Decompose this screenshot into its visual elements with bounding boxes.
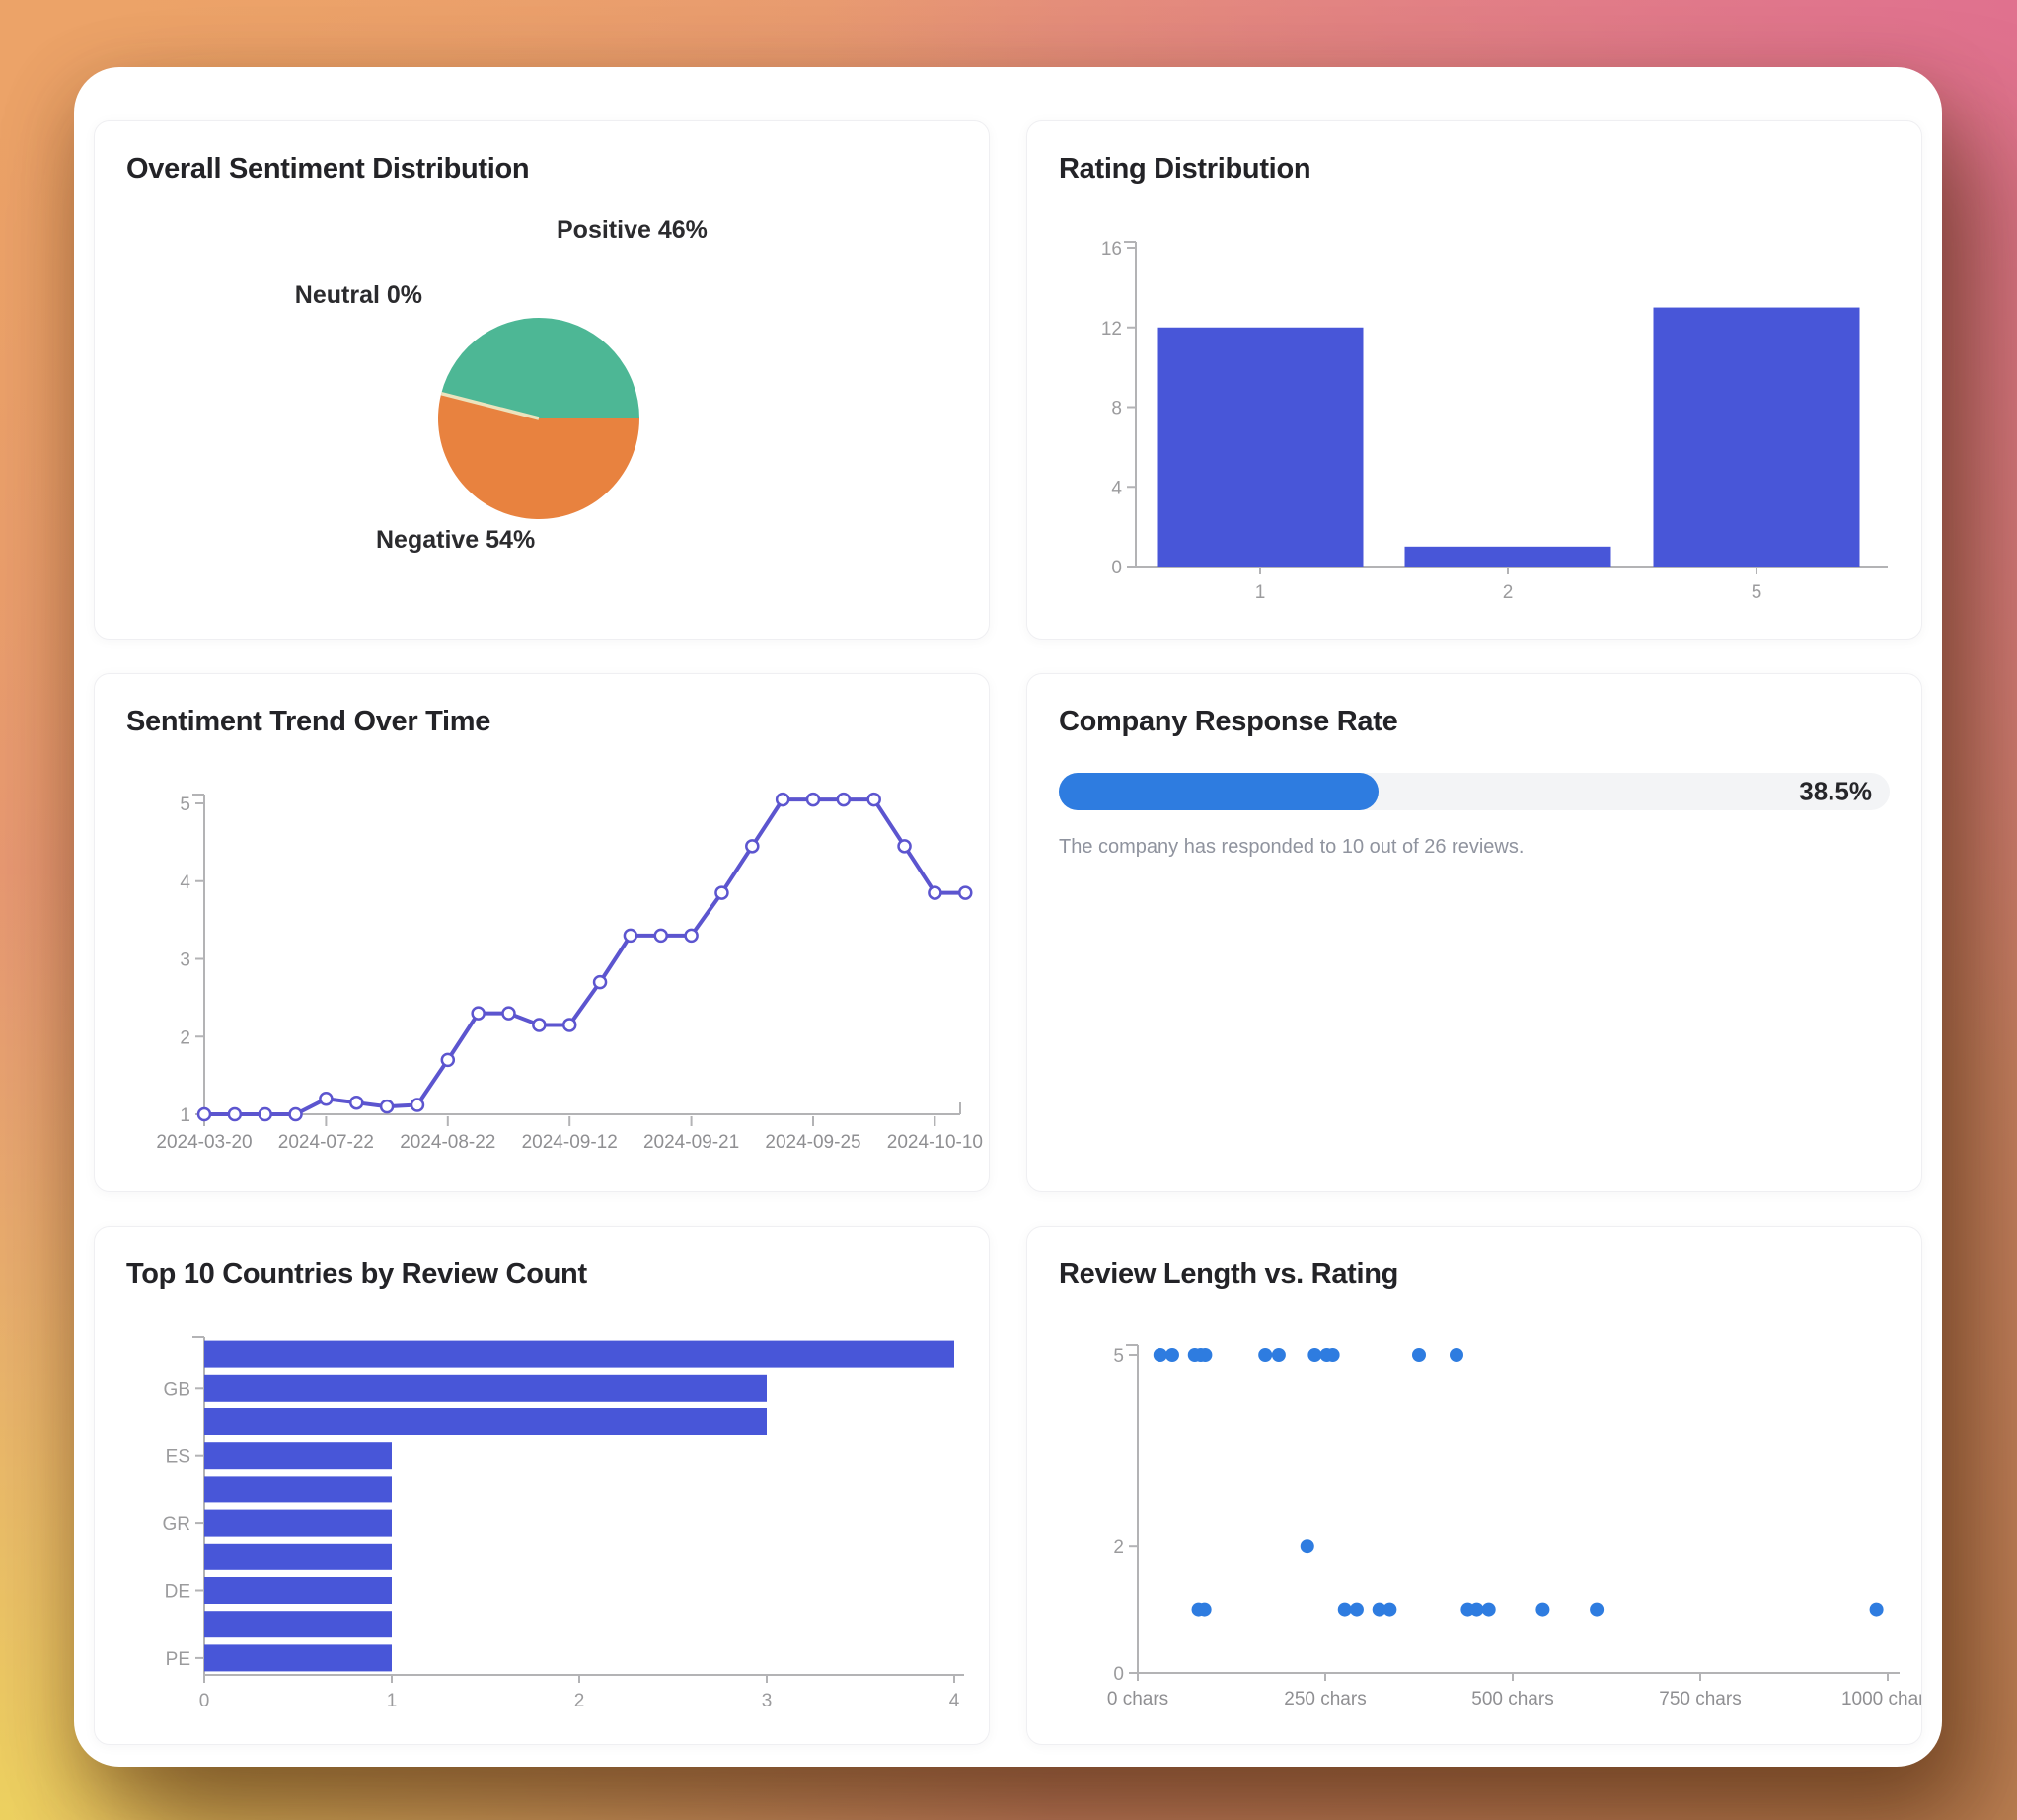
svg-text:0: 0 xyxy=(1111,558,1122,578)
response-rate-description: The company has responded to 10 out of 2… xyxy=(1059,836,1525,858)
svg-text:2: 2 xyxy=(1113,1537,1124,1557)
response-rate-value: 38.5% xyxy=(1799,776,1872,806)
svg-text:2024-03-20: 2024-03-20 xyxy=(156,1132,252,1153)
svg-text:2024-07-22: 2024-07-22 xyxy=(278,1132,374,1153)
svg-text:2024-10-10: 2024-10-10 xyxy=(887,1132,983,1153)
svg-text:2: 2 xyxy=(1503,582,1514,603)
svg-text:1: 1 xyxy=(1255,582,1266,603)
svg-text:1: 1 xyxy=(387,1691,398,1711)
svg-text:0: 0 xyxy=(1113,1664,1124,1685)
axes: 1 2 3 4 5 2024-03-20 2024-07-22 2024-08-22 2024-… xyxy=(156,794,983,1153)
card-sentiment-trend: Sentiment Trend Over Time 1 2 3 4 5 2024-03-2… xyxy=(94,673,990,1192)
bars xyxy=(204,1340,954,1672)
card-title-review-length: Review Length vs. Rating xyxy=(1059,1258,1399,1290)
pie-slices xyxy=(438,317,640,519)
response-rate-progress-fill xyxy=(1059,773,1380,810)
card-rating-distribution: Rating Distribution 0 4 8 12 16 1 2 5 xyxy=(1026,120,1922,640)
bars xyxy=(1157,307,1860,567)
card-title-sentiment-trend: Sentiment Trend Over Time xyxy=(126,706,491,737)
svg-text:Positive 46%: Positive 46% xyxy=(557,216,708,244)
card-top-countries: Top 10 Countries by Review Count 0 1 2 3 4 GB… xyxy=(94,1226,990,1745)
card-overall-sentiment-distribution: Overall Sentiment Distribution Positive … xyxy=(94,120,990,640)
line-series xyxy=(196,792,973,1122)
card-company-response-rate: Company Response Rate 38.5% The company … xyxy=(1026,673,1922,1192)
card-title-top-countries: Top 10 Countries by Review Count xyxy=(126,1258,587,1290)
svg-text:2024-09-21: 2024-09-21 xyxy=(643,1132,739,1153)
card-title-rating-distribution: Rating Distribution xyxy=(1059,153,1311,185)
svg-text:3: 3 xyxy=(180,950,190,971)
svg-text:GB: GB xyxy=(164,1379,190,1400)
svg-text:5: 5 xyxy=(180,795,190,815)
pie-slice-labels: Positive 46% Neutral 0% Negative 54% xyxy=(295,216,708,554)
sentiment-pie-chart: Positive 46% Neutral 0% Negative 54% xyxy=(295,216,708,554)
svg-text:3: 3 xyxy=(762,1691,773,1711)
svg-text:750 chars: 750 chars xyxy=(1659,1689,1741,1709)
svg-text:2024-08-22: 2024-08-22 xyxy=(400,1132,495,1153)
svg-text:1000 chars: 1000 chars xyxy=(1841,1689,1922,1709)
scatter-dots xyxy=(1153,1348,1884,1617)
svg-text:Negative 54%: Negative 54% xyxy=(376,526,535,554)
svg-text:5: 5 xyxy=(1752,582,1762,603)
svg-text:DE: DE xyxy=(165,1582,190,1603)
svg-text:12: 12 xyxy=(1101,319,1122,340)
svg-text:ES: ES xyxy=(166,1447,190,1468)
svg-text:Neutral 0%: Neutral 0% xyxy=(295,281,422,309)
card-title-response-rate: Company Response Rate xyxy=(1059,706,1398,737)
axes: 0 1 2 3 4 GB ES GR DE PE xyxy=(163,1336,964,1711)
svg-text:GR: GR xyxy=(163,1514,191,1535)
svg-text:8: 8 xyxy=(1111,399,1122,419)
svg-text:5: 5 xyxy=(1113,1346,1124,1367)
svg-text:2024-09-25: 2024-09-25 xyxy=(765,1132,860,1153)
svg-text:2: 2 xyxy=(180,1027,190,1048)
svg-text:4: 4 xyxy=(1111,478,1122,498)
svg-text:PE: PE xyxy=(166,1649,190,1670)
svg-text:1: 1 xyxy=(180,1105,190,1126)
countries-hbar-chart: 0 1 2 3 4 GB ES GR DE PE xyxy=(163,1336,964,1711)
card-title-overall-sentiment: Overall Sentiment Distribution xyxy=(126,153,530,185)
sentiment-trend-line-chart: 1 2 3 4 5 2024-03-20 2024-07-22 2024-08-22 2024-… xyxy=(156,792,983,1153)
svg-text:2024-09-12: 2024-09-12 xyxy=(522,1132,618,1153)
svg-text:2: 2 xyxy=(574,1691,585,1711)
dashboard-panel: Overall Sentiment Distribution Positive … xyxy=(74,67,1942,1767)
svg-text:500 chars: 500 chars xyxy=(1471,1689,1553,1709)
svg-text:4: 4 xyxy=(949,1691,960,1711)
svg-text:0 chars: 0 chars xyxy=(1107,1689,1168,1709)
svg-text:0: 0 xyxy=(199,1691,210,1711)
response-rate-progress-track: 38.5% xyxy=(1059,773,1890,810)
svg-text:4: 4 xyxy=(180,872,190,893)
svg-text:250 chars: 250 chars xyxy=(1284,1689,1366,1709)
svg-text:16: 16 xyxy=(1101,239,1122,260)
